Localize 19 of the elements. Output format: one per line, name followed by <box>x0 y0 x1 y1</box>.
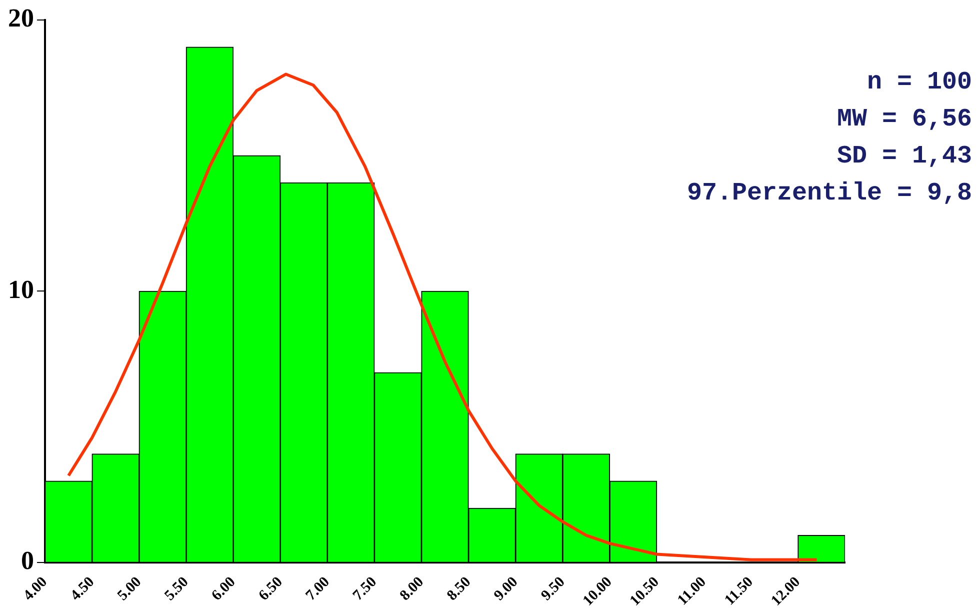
x-tick-label: 4.50 <box>68 574 98 604</box>
annotation: SD = 1,43 <box>836 141 972 170</box>
y-tick-label: 20 <box>8 4 34 33</box>
x-tick-label: 9.50 <box>538 574 568 604</box>
x-tick-label: 8.00 <box>397 574 428 604</box>
y-tick-label: 0 <box>21 546 34 576</box>
annotation: MW = 6,56 <box>836 104 972 134</box>
x-tick-label: 8.50 <box>444 574 474 604</box>
x-tick-label: 5.50 <box>162 574 192 604</box>
x-tick-label: 6.00 <box>208 574 239 604</box>
x-tick-label: 9.00 <box>491 574 522 604</box>
x-tick-label: 5.00 <box>114 574 145 604</box>
x-tick-label: 7.50 <box>350 574 380 604</box>
x-tick-label: 4.00 <box>20 574 51 604</box>
text: n = 100 <box>866 67 972 96</box>
annotation: 97.Perzentile = 9,8 <box>686 178 972 208</box>
x-tick-label: 7.00 <box>303 574 333 604</box>
x-tick-label: 6.50 <box>256 574 286 604</box>
y-tick-label: 10 <box>8 274 34 304</box>
